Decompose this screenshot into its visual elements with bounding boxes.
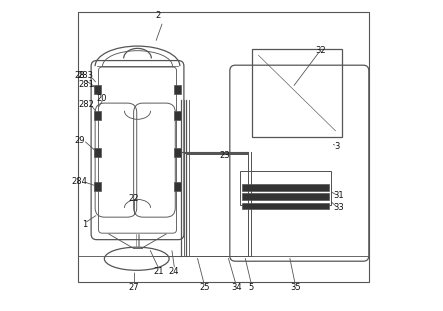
Bar (174, 148, 181, 157)
Bar (94, 182, 101, 191)
Text: 33: 33 (333, 203, 344, 212)
Text: 283: 283 (78, 71, 94, 80)
Bar (174, 111, 181, 120)
Text: 21: 21 (153, 267, 163, 276)
Bar (241, 203, 330, 209)
Bar (174, 182, 181, 191)
Text: 35: 35 (290, 283, 301, 292)
Bar (94, 111, 101, 120)
Text: 282: 282 (78, 100, 94, 109)
Bar (241, 193, 330, 200)
Bar (174, 182, 181, 191)
Text: 24: 24 (168, 267, 179, 276)
Text: 31: 31 (333, 191, 344, 200)
Bar (253, 49, 342, 137)
Bar (174, 148, 181, 157)
Bar (241, 203, 330, 209)
Text: 22: 22 (128, 194, 139, 203)
Text: 28: 28 (74, 71, 85, 80)
Bar (241, 184, 330, 191)
Text: 23: 23 (219, 151, 230, 160)
Bar (174, 85, 181, 94)
Text: 29: 29 (74, 136, 85, 145)
Bar (78, 12, 369, 282)
Text: 1: 1 (82, 220, 87, 229)
Text: 27: 27 (128, 283, 139, 292)
Bar (94, 148, 101, 157)
Bar (241, 184, 330, 191)
Text: 281: 281 (78, 80, 94, 89)
Text: 5: 5 (248, 283, 253, 292)
Text: 34: 34 (232, 283, 242, 292)
Bar (241, 193, 330, 200)
Text: 32: 32 (315, 46, 326, 55)
Text: 3: 3 (334, 142, 340, 151)
Bar (94, 182, 101, 191)
Bar (94, 111, 101, 120)
Bar (174, 85, 181, 94)
Bar (94, 148, 101, 157)
Bar (240, 171, 331, 205)
Text: 20: 20 (96, 94, 107, 103)
Text: 2: 2 (155, 11, 161, 20)
Bar (94, 85, 101, 94)
Text: 25: 25 (199, 283, 210, 292)
Bar (94, 85, 101, 94)
Text: 284: 284 (72, 177, 88, 186)
Bar (174, 111, 181, 120)
